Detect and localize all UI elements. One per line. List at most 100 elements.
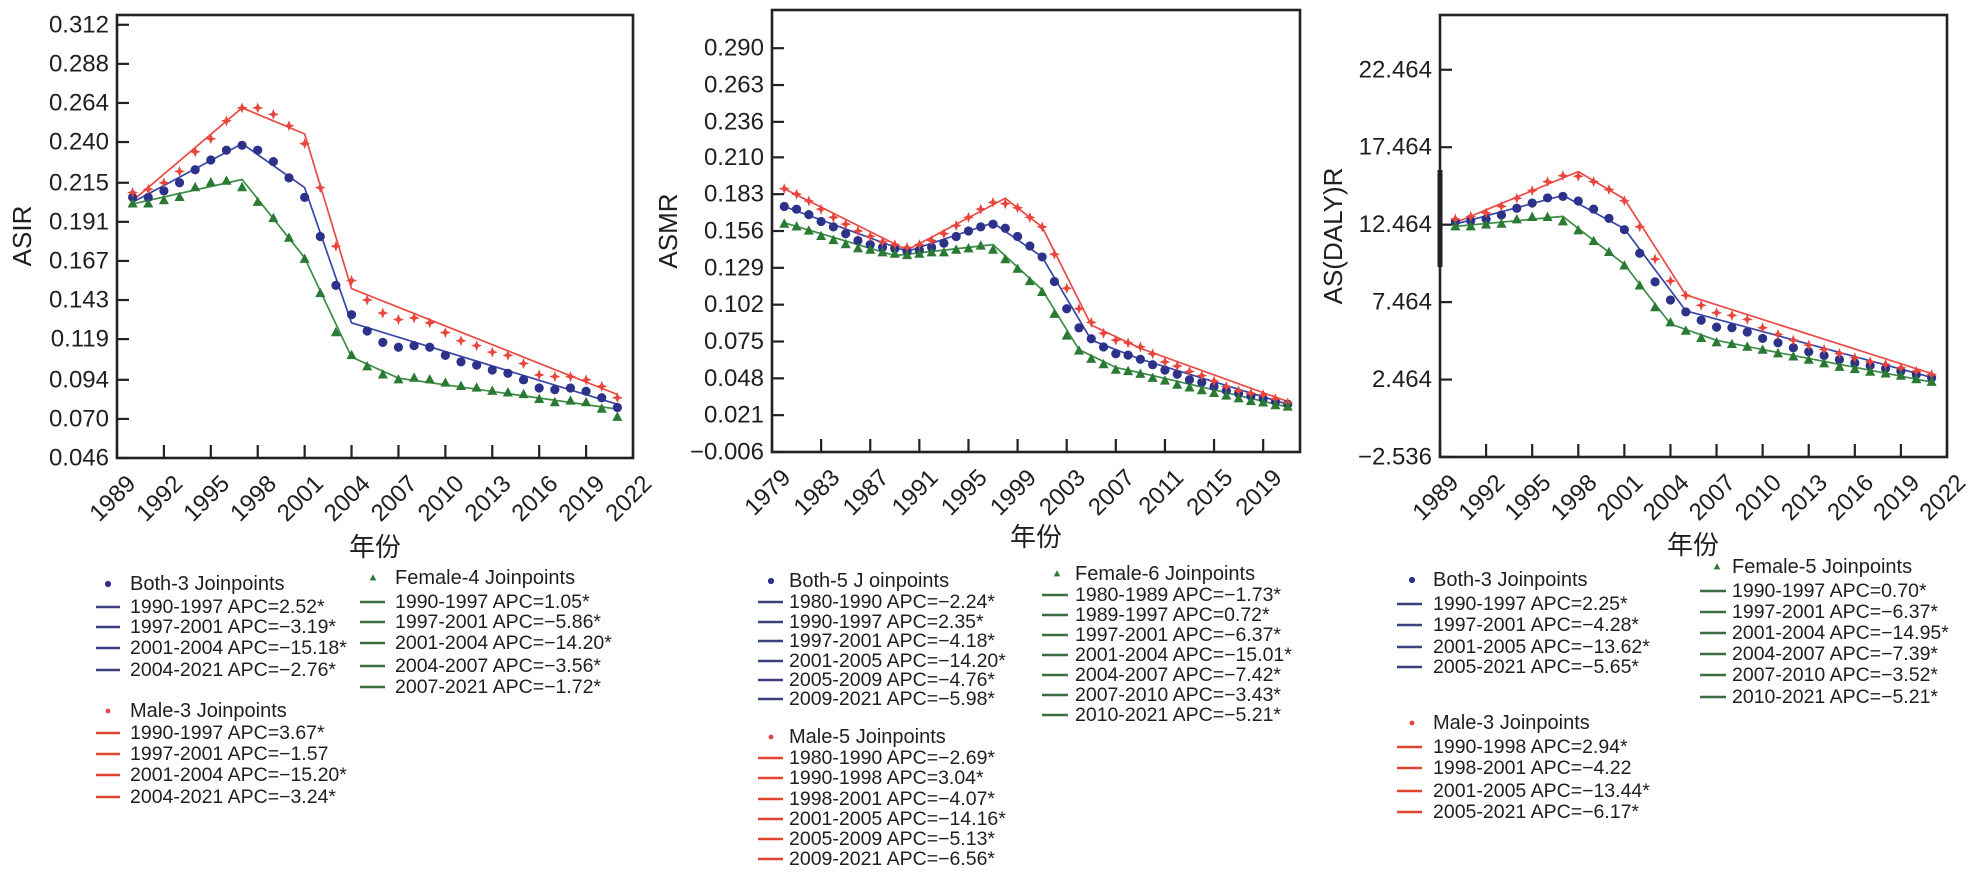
data-point-male bbox=[1208, 375, 1220, 387]
legend-entry-label: 2001-2005 APC=−14.20* bbox=[789, 650, 1006, 672]
legend-entry-label: 2007-2010 APC=−3.52* bbox=[1732, 664, 1938, 686]
x-tick-label: 2007 bbox=[366, 470, 423, 527]
y-tick-label: 0.183 bbox=[704, 181, 764, 208]
data-point-both bbox=[1086, 334, 1096, 344]
data-point-female bbox=[1511, 214, 1522, 224]
legend-entry-label: 2001-2004 APC=−15.18* bbox=[130, 637, 347, 659]
data-point-both bbox=[1804, 347, 1814, 357]
legend-marker-both bbox=[104, 580, 112, 588]
data-point-female bbox=[1926, 376, 1937, 386]
x-tick-label: 2019 bbox=[1231, 464, 1288, 521]
data-point-male bbox=[486, 346, 498, 358]
data-point-female bbox=[1772, 347, 1784, 358]
legend-entry-label: 2010-2021 APC=−5.21* bbox=[1732, 686, 1938, 708]
data-point-both bbox=[206, 155, 216, 165]
data-point-both bbox=[487, 365, 497, 375]
legend-entry-label: 2009-2021 APC=−6.56* bbox=[789, 848, 995, 870]
legend-entry: 1997-2001 APC=−6.37* bbox=[1700, 601, 1938, 623]
data-point-male bbox=[1073, 303, 1085, 315]
data-point-male bbox=[1726, 309, 1738, 321]
legend-marker-male bbox=[105, 708, 111, 714]
legend-entry-label: 1997-2001 APC=−4.28* bbox=[1433, 614, 1639, 636]
data-point-both bbox=[1527, 198, 1537, 208]
x-tick-label: 2019 bbox=[553, 470, 610, 527]
data-point-female bbox=[409, 372, 420, 382]
data-point-both bbox=[816, 216, 826, 227]
y-tick-label: −2.536 bbox=[1358, 444, 1432, 471]
data-point-female bbox=[1147, 372, 1158, 382]
data-point-female bbox=[1680, 325, 1691, 335]
x-tick-label: 2015 bbox=[1181, 464, 1238, 521]
x-tick-label: 2004 bbox=[319, 470, 376, 527]
data-point-both bbox=[828, 222, 838, 232]
legend-entry: 2005-2009 APC=−5.13* bbox=[758, 828, 995, 850]
x-tick-label: 1989 bbox=[84, 470, 141, 527]
legend-entry-label: 1980-1990 APC=−2.24* bbox=[789, 591, 995, 613]
legend-marker-male bbox=[1409, 720, 1415, 726]
data-point-female bbox=[1061, 330, 1072, 340]
chart-panel-asmr: −0.006 0.021 0.048 0.075 0.102 0.129 0.156 0.18… bbox=[653, 8, 1302, 870]
y-tick-label: 0.156 bbox=[704, 218, 764, 245]
legend-entry-label: 2005-2021 APC=−5.65* bbox=[1433, 656, 1639, 678]
data-point-both bbox=[174, 178, 185, 188]
y-tick-label: 0.240 bbox=[49, 129, 109, 156]
data-point-both bbox=[1512, 203, 1522, 213]
data-point-female bbox=[1834, 361, 1845, 371]
y-tick-label: 0.236 bbox=[704, 108, 764, 135]
points-male bbox=[127, 102, 623, 404]
legend-entry: 1997-2001 APC=−5.86* bbox=[360, 611, 601, 633]
y-tick-label: 0.215 bbox=[49, 169, 109, 196]
x-tick-label: 2010 bbox=[413, 470, 470, 527]
data-point-female bbox=[315, 287, 326, 298]
data-point-both bbox=[612, 402, 622, 413]
legend-entry-label: 2001-2005 APC=−14.16* bbox=[789, 808, 1006, 830]
series-male bbox=[1455, 170, 1932, 375]
data-point-male bbox=[252, 102, 264, 114]
data-point-both bbox=[534, 383, 544, 393]
data-point-female bbox=[143, 198, 154, 208]
data-point-male bbox=[1741, 313, 1753, 325]
data-point-male bbox=[377, 307, 389, 319]
legend-entry: 2010-2021 APC=−5.21* bbox=[1042, 704, 1281, 726]
data-point-both bbox=[988, 219, 998, 229]
legend-entry-label: 1997-2001 APC=−6.37* bbox=[1075, 624, 1281, 646]
data-point-male bbox=[533, 369, 545, 381]
data-point-male bbox=[1098, 327, 1110, 339]
data-point-female bbox=[1258, 397, 1269, 407]
data-point-both bbox=[597, 393, 607, 403]
data-point-male bbox=[283, 120, 295, 132]
data-point-both bbox=[841, 229, 851, 239]
legend-entry-label: 1997-2001 APC=−1.57 bbox=[130, 743, 328, 765]
data-point-female bbox=[1172, 379, 1183, 389]
data-point-male bbox=[1012, 202, 1024, 214]
data-point-both bbox=[315, 231, 325, 242]
data-point-both bbox=[951, 231, 961, 242]
data-point-male bbox=[852, 225, 864, 237]
data-point-female bbox=[1650, 301, 1661, 312]
data-point-female bbox=[502, 387, 513, 397]
data-point-female bbox=[205, 176, 216, 187]
data-point-male bbox=[361, 294, 373, 306]
legend-entry-label: 2004-2021 APC=−2.76* bbox=[130, 659, 336, 681]
data-point-both bbox=[1074, 323, 1084, 333]
data-point-female bbox=[926, 247, 937, 257]
data-point-male bbox=[1171, 360, 1183, 372]
legend-entry-label: 1990-1997 APC=0.70* bbox=[1732, 580, 1927, 602]
data-point-both bbox=[518, 375, 529, 385]
data-point-female bbox=[534, 393, 545, 403]
y-axis-title: AS(DALY)R bbox=[1318, 168, 1348, 305]
legend-entry-label: 1998-2001 APC=−4.22 bbox=[1433, 757, 1631, 779]
data-point-male bbox=[1711, 307, 1723, 319]
legend-entry: 1998-2001 APC=−4.22 bbox=[1397, 757, 1631, 779]
data-point-male bbox=[840, 218, 852, 230]
data-point-male bbox=[1803, 339, 1815, 351]
legend-entry: 2004-2007 APC=−7.42* bbox=[1042, 664, 1281, 686]
data-point-both bbox=[1148, 360, 1158, 370]
data-point-both bbox=[221, 145, 232, 155]
data-point-both bbox=[939, 238, 949, 248]
data-point-male bbox=[901, 241, 913, 253]
data-point-both bbox=[791, 204, 802, 214]
y-tick-label: 0.021 bbox=[704, 402, 764, 429]
y-tick-label: 0.129 bbox=[704, 254, 764, 281]
data-point-both bbox=[1573, 196, 1583, 206]
